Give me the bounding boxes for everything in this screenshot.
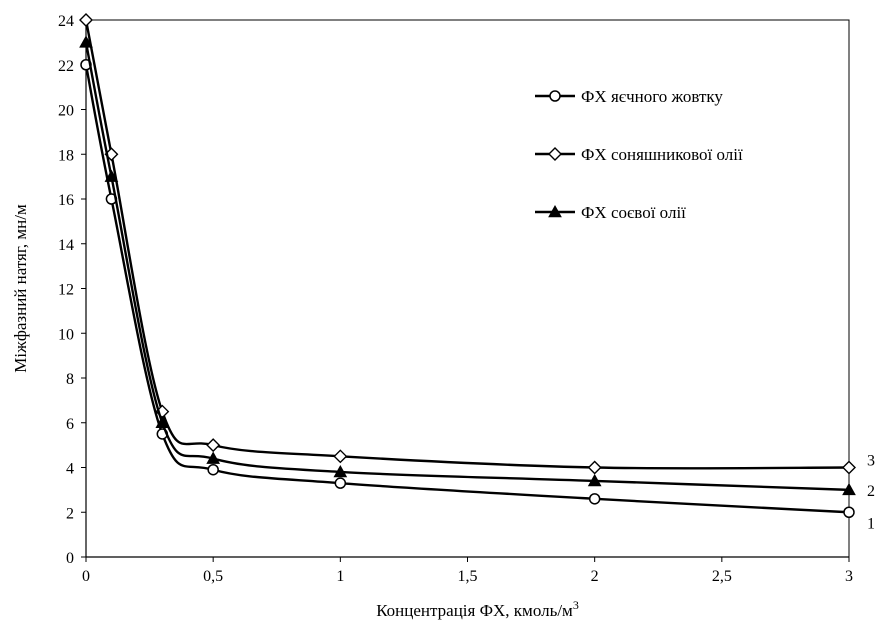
series-layer — [79, 13, 856, 518]
series-end-label: 1 — [867, 515, 875, 532]
x-tick-label: 2,5 — [712, 568, 732, 585]
data-point — [333, 449, 348, 464]
x-ticks: 0 0,5 1 1,5 2 2,5 3 — [82, 557, 853, 585]
series-circle — [80, 59, 855, 518]
legend-marker — [548, 204, 562, 218]
series-end-label: 3 — [867, 453, 875, 470]
data-point — [842, 482, 856, 496]
legend-marker — [549, 90, 561, 102]
y-tick-label: 14 — [58, 237, 74, 254]
series-line — [84, 19, 850, 470]
x-tick-label: 1 — [336, 568, 344, 585]
y-tick-label: 24 — [58, 13, 74, 30]
x-axis-title-text: Концентрація ФХ, кмоль/м — [376, 601, 573, 620]
legend-entry: ФХ соєвої олії — [535, 203, 686, 222]
data-point — [104, 169, 119, 182]
data-point — [842, 460, 856, 475]
series-line — [84, 64, 850, 514]
series-end-label: 2 — [867, 483, 875, 500]
data-point — [334, 477, 347, 489]
legend-label: ФХ яєчного жовтку — [581, 87, 723, 106]
x-tick-label: 3 — [845, 568, 853, 585]
x-axis-title: Концентрація ФХ, кмоль/м3 — [376, 598, 579, 620]
series-triangle — [79, 35, 856, 496]
data-point — [155, 415, 170, 429]
y-tick-label: 12 — [58, 282, 74, 299]
data-point — [206, 438, 221, 453]
y-tick-label: 8 — [66, 371, 74, 388]
data-point — [207, 463, 219, 476]
data-point — [843, 506, 855, 518]
x-axis-title-superscript: 3 — [573, 598, 579, 612]
data-point — [587, 473, 602, 487]
legend-entry: ФХ яєчного жовтку — [535, 87, 723, 106]
legend: ФХ яєчного жовтку ФХ соняшникової олії ФХ … — [535, 87, 743, 222]
x-tick-label: 0,5 — [203, 568, 223, 585]
y-tick-label: 4 — [66, 461, 74, 478]
y-tick-label: 16 — [58, 192, 74, 209]
legend-entry: ФХ соняшникової олії — [535, 145, 743, 164]
y-tick-label: 20 — [58, 103, 74, 120]
y-tick-label: 6 — [66, 416, 74, 433]
series-line — [84, 42, 850, 492]
data-point — [79, 35, 93, 48]
series-diamond — [79, 13, 856, 475]
x-tick-label: 0 — [82, 568, 90, 585]
y-axis-title: Міжфазний натяг, мн/м — [11, 204, 30, 373]
x-tick-label: 2 — [591, 568, 599, 585]
y-tick-label: 22 — [58, 58, 74, 75]
data-point — [333, 464, 348, 478]
y-tick-label: 10 — [58, 326, 74, 343]
legend-label: ФХ соняшникової олії — [581, 145, 743, 164]
data-point — [79, 13, 93, 27]
x-tick-label: 1,5 — [458, 568, 478, 585]
data-point — [587, 460, 602, 475]
y-tick-label: 0 — [66, 550, 74, 567]
legend-marker — [548, 147, 562, 161]
data-point — [588, 493, 601, 505]
y-tick-label: 2 — [66, 505, 74, 522]
y-tick-label: 18 — [58, 147, 74, 164]
data-point — [206, 451, 221, 464]
end-labels: 1 3 2 — [867, 453, 875, 533]
legend-label: ФХ соєвої олії — [581, 203, 686, 222]
